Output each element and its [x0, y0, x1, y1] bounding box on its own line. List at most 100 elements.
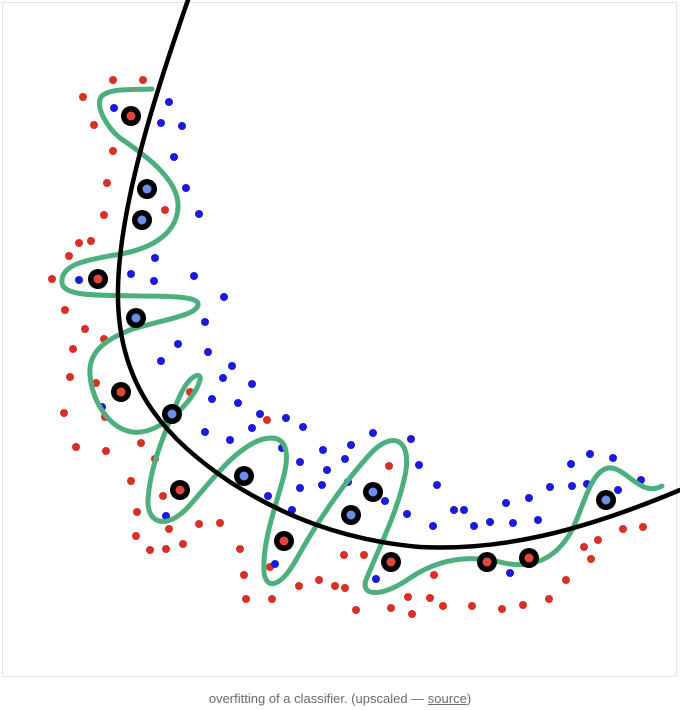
- blue-point: [296, 484, 304, 492]
- highlight-core: [279, 536, 289, 546]
- caption-closing: ): [466, 691, 472, 706]
- red-point: [360, 551, 368, 559]
- red-point: [385, 462, 393, 470]
- blue-point: [201, 428, 209, 436]
- blue-point: [450, 506, 458, 514]
- blue-point: [403, 510, 411, 518]
- red-point: [61, 306, 69, 314]
- blue-point: [157, 357, 165, 365]
- highlight-core: [126, 111, 136, 121]
- highlight-core: [239, 471, 249, 481]
- blue-point: [429, 522, 437, 530]
- blue-point: [170, 153, 178, 161]
- caption-text: overfitting of a classifier. (upscaled —: [208, 691, 428, 706]
- red-point: [498, 605, 506, 613]
- red-point: [587, 555, 595, 563]
- red-point: [162, 545, 170, 553]
- overfit-decision-boundary: [59, 86, 665, 595]
- blue-point: [586, 450, 594, 458]
- highlight-core: [131, 313, 141, 323]
- blue-point: [178, 122, 186, 130]
- highlighted-points: [88, 106, 616, 572]
- red-point: [75, 239, 83, 247]
- red-point: [639, 523, 647, 531]
- red-point: [468, 602, 476, 610]
- blue-point: [460, 506, 468, 514]
- blue-point: [546, 483, 554, 491]
- blue-point: [162, 512, 170, 520]
- blue-point: [151, 254, 159, 262]
- blue-point: [470, 522, 478, 530]
- red-point: [161, 206, 169, 214]
- red-point: [79, 93, 87, 101]
- red-point: [165, 525, 173, 533]
- red-point: [242, 595, 250, 603]
- blue-point: [220, 293, 228, 301]
- red-point: [102, 447, 110, 455]
- highlight-core: [142, 184, 152, 194]
- blue-point: [127, 270, 135, 278]
- blue-point: [75, 276, 83, 284]
- blue-point: [381, 497, 389, 505]
- blue-point: [506, 569, 514, 577]
- red-point: [133, 508, 141, 516]
- red-point: [137, 439, 145, 447]
- blue-point: [150, 277, 158, 285]
- red-point: [439, 602, 447, 610]
- red-point: [127, 477, 135, 485]
- blue-point: [201, 318, 209, 326]
- blue-point: [264, 492, 272, 500]
- figure-frame: [2, 0, 680, 677]
- blue-point: [347, 441, 355, 449]
- blue-point: [509, 519, 517, 527]
- blue-point: [323, 466, 331, 474]
- highlight-core: [524, 553, 534, 563]
- highlighted-red-point: [519, 548, 539, 568]
- red-point: [72, 443, 80, 451]
- red-point: [90, 121, 98, 129]
- smooth-decision-boundary: [115, 0, 680, 550]
- blue-point: [369, 429, 377, 437]
- blue-point: [110, 104, 118, 112]
- red-point: [295, 582, 303, 590]
- blue-point: [525, 494, 533, 502]
- red-point: [81, 325, 89, 333]
- blue-point: [415, 461, 423, 469]
- highlighted-red-point: [121, 106, 141, 126]
- highlight-core: [386, 557, 396, 567]
- red-point: [331, 582, 339, 590]
- red-point: [562, 576, 570, 584]
- highlight-core: [116, 387, 126, 397]
- highlighted-blue-point: [363, 482, 383, 502]
- blue-point: [296, 458, 304, 466]
- red-point: [315, 576, 323, 584]
- highlight-core: [175, 485, 185, 495]
- red-point: [263, 416, 271, 424]
- red-point: [404, 593, 412, 601]
- red-point: [109, 76, 117, 84]
- highlighted-blue-point: [341, 505, 361, 525]
- highlighted-blue-point: [132, 210, 152, 230]
- red-point: [109, 147, 117, 155]
- red-point: [66, 373, 74, 381]
- highlight-core: [601, 495, 611, 505]
- red-point: [103, 179, 111, 187]
- highlight-core: [137, 215, 147, 225]
- highlight-core: [346, 510, 356, 520]
- blue-point: [256, 410, 264, 418]
- red-point: [580, 543, 588, 551]
- source-link[interactable]: source: [427, 691, 467, 706]
- red-point: [387, 604, 395, 612]
- blue-point: [534, 516, 542, 524]
- blue-point: [234, 399, 242, 407]
- blue-point: [433, 481, 441, 489]
- figure-caption: overfitting of a classifier. (upscaled —…: [0, 690, 680, 708]
- red-point: [87, 237, 95, 245]
- highlight-core: [93, 274, 103, 284]
- blue-point: [248, 380, 256, 388]
- highlighted-red-point: [477, 552, 497, 572]
- blue-point: [568, 482, 576, 490]
- highlighted-blue-point: [137, 179, 157, 199]
- blue-point: [165, 98, 173, 106]
- blue-point: [318, 481, 326, 489]
